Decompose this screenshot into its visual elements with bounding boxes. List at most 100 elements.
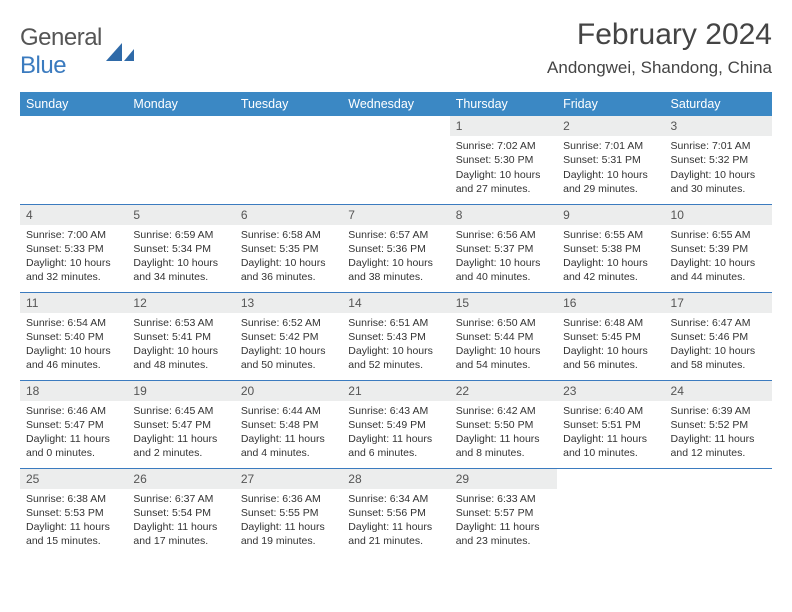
calendar-day-cell: 25Sunrise: 6:38 AMSunset: 5:53 PMDayligh… xyxy=(20,468,127,556)
day-number: 27 xyxy=(235,469,342,489)
daylight-text: Daylight: 11 hours and 10 minutes. xyxy=(563,432,658,460)
calendar-day-cell: 23Sunrise: 6:40 AMSunset: 5:51 PMDayligh… xyxy=(557,380,664,468)
calendar-day-cell: 21Sunrise: 6:43 AMSunset: 5:49 PMDayligh… xyxy=(342,380,449,468)
sunrise-text: Sunrise: 6:50 AM xyxy=(456,316,551,330)
month-title: February 2024 xyxy=(547,18,772,52)
calendar-day-cell: 2Sunrise: 7:01 AMSunset: 5:31 PMDaylight… xyxy=(557,116,664,204)
day-number: 11 xyxy=(20,293,127,313)
sunrise-text: Sunrise: 6:40 AM xyxy=(563,404,658,418)
sunrise-text: Sunrise: 6:57 AM xyxy=(348,228,443,242)
day-body: Sunrise: 6:55 AMSunset: 5:38 PMDaylight:… xyxy=(557,225,664,289)
calendar-day-cell: 26Sunrise: 6:37 AMSunset: 5:54 PMDayligh… xyxy=(127,468,234,556)
daylight-text: Daylight: 11 hours and 8 minutes. xyxy=(456,432,551,460)
day-number: 4 xyxy=(20,205,127,225)
sunrise-text: Sunrise: 6:44 AM xyxy=(241,404,336,418)
daylight-text: Daylight: 10 hours and 56 minutes. xyxy=(563,344,658,372)
weekday-header: Wednesday xyxy=(342,92,449,116)
weekday-header: Sunday xyxy=(20,92,127,116)
day-number: 12 xyxy=(127,293,234,313)
day-number: 14 xyxy=(342,293,449,313)
calendar-day-cell: 5Sunrise: 6:59 AMSunset: 5:34 PMDaylight… xyxy=(127,204,234,292)
weekday-header: Friday xyxy=(557,92,664,116)
day-body: Sunrise: 6:40 AMSunset: 5:51 PMDaylight:… xyxy=(557,401,664,465)
sunrise-text: Sunrise: 6:59 AM xyxy=(133,228,228,242)
calendar-day-cell xyxy=(127,116,234,204)
sunset-text: Sunset: 5:30 PM xyxy=(456,153,551,167)
day-body: Sunrise: 6:57 AMSunset: 5:36 PMDaylight:… xyxy=(342,225,449,289)
calendar-day-cell: 13Sunrise: 6:52 AMSunset: 5:42 PMDayligh… xyxy=(235,292,342,380)
day-number: 20 xyxy=(235,381,342,401)
sunrise-text: Sunrise: 6:52 AM xyxy=(241,316,336,330)
calendar-day-cell: 9Sunrise: 6:55 AMSunset: 5:38 PMDaylight… xyxy=(557,204,664,292)
calendar-week-row: 1Sunrise: 7:02 AMSunset: 5:30 PMDaylight… xyxy=(20,116,772,204)
calendar-week-row: 18Sunrise: 6:46 AMSunset: 5:47 PMDayligh… xyxy=(20,380,772,468)
sunrise-text: Sunrise: 7:00 AM xyxy=(26,228,121,242)
day-number: 24 xyxy=(665,381,772,401)
day-number: 3 xyxy=(665,116,772,136)
sunset-text: Sunset: 5:34 PM xyxy=(133,242,228,256)
daylight-text: Daylight: 10 hours and 36 minutes. xyxy=(241,256,336,284)
day-body: Sunrise: 6:34 AMSunset: 5:56 PMDaylight:… xyxy=(342,489,449,553)
day-body: Sunrise: 7:00 AMSunset: 5:33 PMDaylight:… xyxy=(20,225,127,289)
daylight-text: Daylight: 10 hours and 27 minutes. xyxy=(456,168,551,196)
calendar-day-cell: 10Sunrise: 6:55 AMSunset: 5:39 PMDayligh… xyxy=(665,204,772,292)
daylight-text: Daylight: 11 hours and 21 minutes. xyxy=(348,520,443,548)
weekday-header: Saturday xyxy=(665,92,772,116)
calendar-day-cell: 7Sunrise: 6:57 AMSunset: 5:36 PMDaylight… xyxy=(342,204,449,292)
sunset-text: Sunset: 5:57 PM xyxy=(456,506,551,520)
day-number: 26 xyxy=(127,469,234,489)
sunrise-text: Sunrise: 6:53 AM xyxy=(133,316,228,330)
sunset-text: Sunset: 5:48 PM xyxy=(241,418,336,432)
calendar-week-row: 25Sunrise: 6:38 AMSunset: 5:53 PMDayligh… xyxy=(20,468,772,556)
sunrise-text: Sunrise: 7:01 AM xyxy=(671,139,766,153)
calendar-day-cell: 16Sunrise: 6:48 AMSunset: 5:45 PMDayligh… xyxy=(557,292,664,380)
calendar-day-cell: 29Sunrise: 6:33 AMSunset: 5:57 PMDayligh… xyxy=(450,468,557,556)
sunset-text: Sunset: 5:36 PM xyxy=(348,242,443,256)
calendar-day-cell xyxy=(665,468,772,556)
sunset-text: Sunset: 5:50 PM xyxy=(456,418,551,432)
day-number: 21 xyxy=(342,381,449,401)
day-number: 13 xyxy=(235,293,342,313)
day-body: Sunrise: 6:37 AMSunset: 5:54 PMDaylight:… xyxy=(127,489,234,553)
sunset-text: Sunset: 5:53 PM xyxy=(26,506,121,520)
sunrise-text: Sunrise: 6:46 AM xyxy=(26,404,121,418)
weekday-header: Tuesday xyxy=(235,92,342,116)
sunset-text: Sunset: 5:46 PM xyxy=(671,330,766,344)
calendar-day-cell: 15Sunrise: 6:50 AMSunset: 5:44 PMDayligh… xyxy=(450,292,557,380)
sunset-text: Sunset: 5:51 PM xyxy=(563,418,658,432)
sunrise-text: Sunrise: 6:54 AM xyxy=(26,316,121,330)
daylight-text: Daylight: 10 hours and 40 minutes. xyxy=(456,256,551,284)
sunset-text: Sunset: 5:49 PM xyxy=(348,418,443,432)
day-body: Sunrise: 6:55 AMSunset: 5:39 PMDaylight:… xyxy=(665,225,772,289)
weekday-header-row: Sunday Monday Tuesday Wednesday Thursday… xyxy=(20,92,772,116)
sunrise-text: Sunrise: 6:36 AM xyxy=(241,492,336,506)
calendar-day-cell xyxy=(557,468,664,556)
daylight-text: Daylight: 10 hours and 44 minutes. xyxy=(671,256,766,284)
sunset-text: Sunset: 5:47 PM xyxy=(133,418,228,432)
calendar-day-cell: 22Sunrise: 6:42 AMSunset: 5:50 PMDayligh… xyxy=(450,380,557,468)
sunrise-text: Sunrise: 6:45 AM xyxy=(133,404,228,418)
day-number: 6 xyxy=(235,205,342,225)
sunset-text: Sunset: 5:55 PM xyxy=(241,506,336,520)
sunset-text: Sunset: 5:45 PM xyxy=(563,330,658,344)
daylight-text: Daylight: 10 hours and 48 minutes. xyxy=(133,344,228,372)
calendar-day-cell xyxy=(342,116,449,204)
sunrise-text: Sunrise: 6:48 AM xyxy=(563,316,658,330)
daylight-text: Daylight: 10 hours and 38 minutes. xyxy=(348,256,443,284)
day-number: 9 xyxy=(557,205,664,225)
day-number: 22 xyxy=(450,381,557,401)
calendar-day-cell: 17Sunrise: 6:47 AMSunset: 5:46 PMDayligh… xyxy=(665,292,772,380)
daylight-text: Daylight: 11 hours and 6 minutes. xyxy=(348,432,443,460)
sunset-text: Sunset: 5:54 PM xyxy=(133,506,228,520)
calendar-week-row: 11Sunrise: 6:54 AMSunset: 5:40 PMDayligh… xyxy=(20,292,772,380)
calendar-day-cell: 11Sunrise: 6:54 AMSunset: 5:40 PMDayligh… xyxy=(20,292,127,380)
sunset-text: Sunset: 5:47 PM xyxy=(26,418,121,432)
daylight-text: Daylight: 10 hours and 42 minutes. xyxy=(563,256,658,284)
weekday-header: Monday xyxy=(127,92,234,116)
calendar-day-cell: 1Sunrise: 7:02 AMSunset: 5:30 PMDaylight… xyxy=(450,116,557,204)
day-number: 1 xyxy=(450,116,557,136)
day-body: Sunrise: 6:45 AMSunset: 5:47 PMDaylight:… xyxy=(127,401,234,465)
logo-sail-icon xyxy=(106,43,134,61)
calendar-day-cell: 14Sunrise: 6:51 AMSunset: 5:43 PMDayligh… xyxy=(342,292,449,380)
daylight-text: Daylight: 10 hours and 50 minutes. xyxy=(241,344,336,372)
